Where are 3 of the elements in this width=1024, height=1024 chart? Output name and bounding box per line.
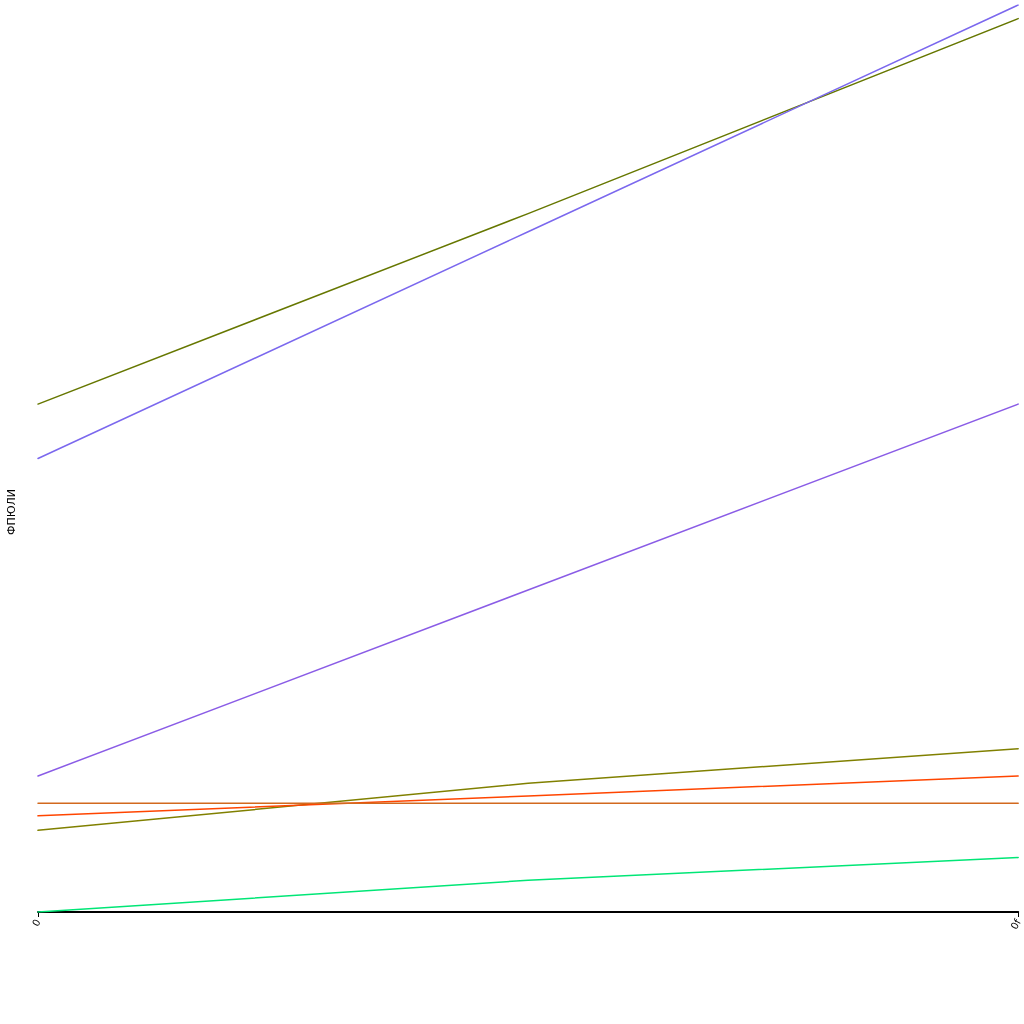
x-tick-label: 0f (1008, 916, 1024, 932)
x-tick-label: 0 (30, 917, 43, 929)
y-axis-title: ФПЮЛИ (5, 488, 18, 536)
